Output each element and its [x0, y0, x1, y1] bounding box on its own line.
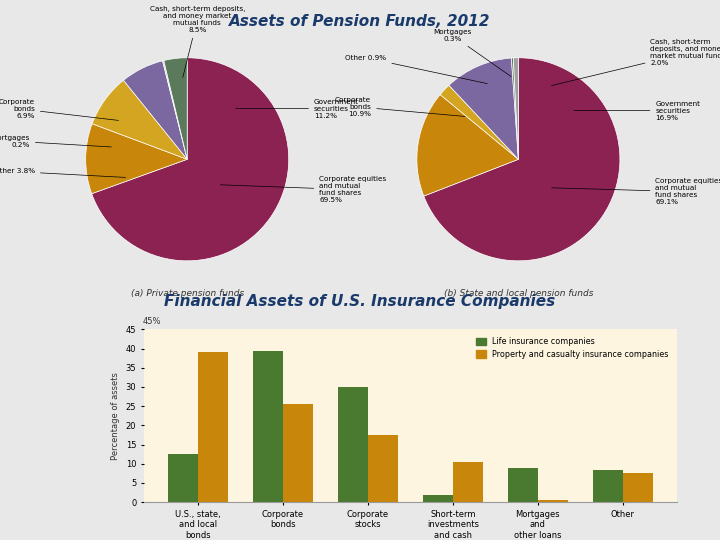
Wedge shape — [417, 94, 518, 196]
Text: Corporate
bonds
6.9%: Corporate bonds 6.9% — [0, 98, 119, 120]
Bar — [538, 500, 567, 502]
Text: Assets of Pension Funds, 2012: Assets of Pension Funds, 2012 — [229, 14, 491, 29]
Text: Other 3.8%: Other 3.8% — [0, 168, 125, 178]
Text: Mortgages
0.2%: Mortgages 0.2% — [0, 134, 112, 147]
Text: Cash, short-term deposits,
and money market
mutual funds
8.5%: Cash, short-term deposits, and money mar… — [150, 6, 245, 77]
Text: 45%: 45% — [143, 318, 161, 326]
Text: Corporate equities
and mutual
fund shares
69.1%: Corporate equities and mutual fund share… — [552, 178, 720, 205]
Text: Mortgages
0.3%: Mortgages 0.3% — [433, 29, 511, 77]
Text: Corporate
bonds
10.9%: Corporate bonds 10.9% — [335, 97, 465, 117]
Y-axis label: Percentage of assets: Percentage of assets — [111, 372, 120, 460]
Bar — [508, 468, 538, 502]
Bar — [253, 350, 283, 502]
Text: Other 0.9%: Other 0.9% — [346, 55, 487, 84]
Wedge shape — [86, 124, 187, 194]
Wedge shape — [123, 61, 187, 159]
Bar — [593, 470, 623, 502]
Wedge shape — [449, 58, 518, 159]
Wedge shape — [424, 58, 620, 261]
Wedge shape — [164, 58, 187, 159]
X-axis label: (a) Private pension funds: (a) Private pension funds — [130, 289, 244, 298]
Wedge shape — [91, 58, 289, 261]
Wedge shape — [92, 80, 187, 159]
Legend: Life insurance companies, Property and casualty insurance companies: Life insurance companies, Property and c… — [472, 333, 672, 363]
Text: Government
securities
11.2%: Government securities 11.2% — [235, 98, 359, 119]
Wedge shape — [163, 60, 187, 159]
Wedge shape — [513, 58, 518, 159]
Bar — [338, 387, 368, 502]
Bar — [368, 435, 397, 502]
Bar — [453, 462, 482, 502]
Text: Cash, short-term
deposits, and money
market mutual funds
2.0%: Cash, short-term deposits, and money mar… — [552, 39, 720, 85]
Text: Corporate equities
and mutual
fund shares
69.5%: Corporate equities and mutual fund share… — [220, 176, 387, 203]
X-axis label: (b) State and local pension funds: (b) State and local pension funds — [444, 289, 593, 298]
Bar — [623, 474, 652, 502]
Bar — [283, 404, 312, 502]
Bar — [168, 454, 198, 502]
Text: Government
securities
16.9%: Government securities 16.9% — [574, 100, 701, 120]
Wedge shape — [440, 85, 518, 159]
Bar — [423, 495, 453, 502]
Text: Financial Assets of U.S. Insurance Companies: Financial Assets of U.S. Insurance Compa… — [164, 294, 556, 309]
Bar — [198, 353, 228, 502]
Wedge shape — [511, 58, 518, 159]
